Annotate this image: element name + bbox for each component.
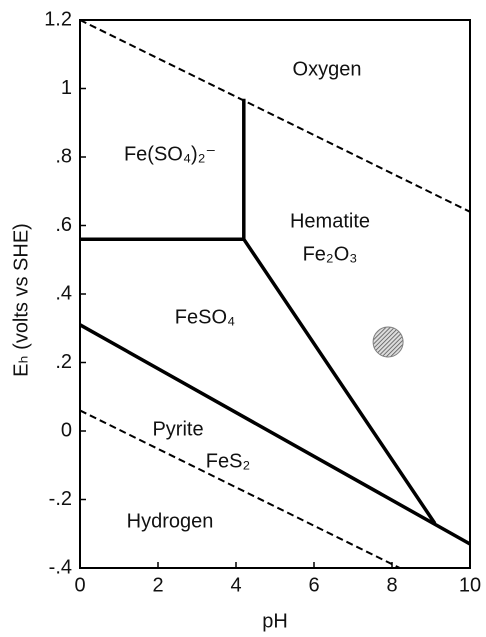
region-label: Pyrite — [152, 418, 203, 440]
x-tick-label: 6 — [308, 574, 319, 596]
y-tick-label: 0 — [61, 419, 72, 441]
region-label: FeS₂ — [206, 450, 250, 472]
y-tick-label: -.4 — [49, 556, 72, 578]
y-tick-label: 1.2 — [44, 8, 72, 30]
y-tick-label: .2 — [55, 351, 72, 373]
x-tick-label: 2 — [152, 574, 163, 596]
region-label: Fe(SO₄)₂⁻ — [124, 143, 216, 165]
boundary-line — [80, 237, 437, 525]
boundary-line — [79, 19, 471, 213]
boundary-line — [79, 409, 401, 569]
x-axis-label: pH — [262, 610, 288, 632]
region-label: Oxygen — [293, 58, 362, 80]
region-label: Hydrogen — [127, 510, 214, 532]
sample-point — [372, 326, 404, 358]
y-tick-label: -.2 — [49, 488, 72, 510]
x-tick-label: 10 — [459, 574, 481, 596]
y-axis-label: Eₕ (volts vs SHE) — [10, 223, 32, 377]
boundary-line — [79, 323, 471, 546]
region-label: Hematite — [290, 210, 370, 232]
x-tick-label: 0 — [74, 574, 85, 596]
y-tick-label: .4 — [55, 282, 72, 304]
y-tick-label: .6 — [55, 214, 72, 236]
region-label: FeSO₄ — [175, 306, 235, 328]
x-tick-label: 8 — [386, 574, 397, 596]
y-tick-label: 1 — [61, 77, 72, 99]
x-tick-label: 4 — [230, 574, 241, 596]
region-label: Fe₂O₃ — [303, 243, 358, 265]
y-tick-label: .8 — [55, 145, 72, 167]
